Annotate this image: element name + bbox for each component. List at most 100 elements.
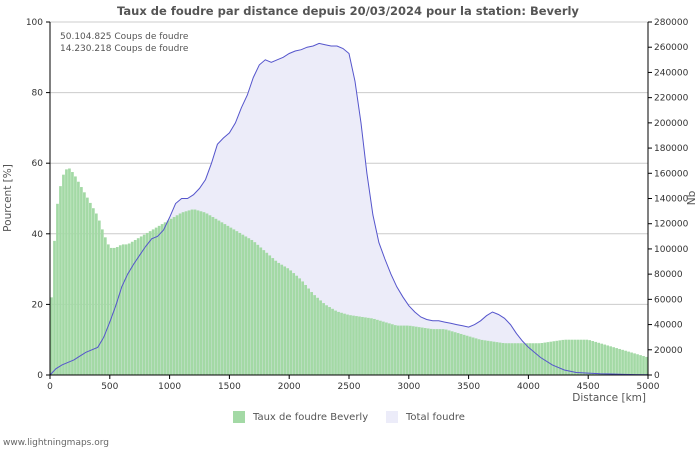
rate-bar	[83, 192, 86, 375]
rate-bar	[298, 278, 302, 375]
rate-bar	[432, 329, 436, 375]
rate-bar	[190, 209, 194, 375]
rate-bar	[74, 176, 77, 375]
rate-bar	[157, 225, 161, 375]
rate-bar	[633, 353, 636, 375]
y-left-tick-label: 80	[32, 89, 44, 99]
rate-bar	[612, 347, 615, 375]
rate-bar	[92, 208, 95, 375]
rate-bar	[361, 316, 364, 375]
rate-bar	[582, 339, 586, 375]
rate-bar	[250, 239, 254, 375]
rate-bar	[352, 315, 355, 375]
rate-bar	[594, 341, 598, 375]
rate-bar	[59, 186, 62, 375]
rate-bar	[127, 243, 131, 375]
rate-bar	[486, 340, 490, 375]
rate-bar	[358, 316, 361, 375]
rate-bar	[202, 212, 206, 375]
rate-bar	[187, 210, 191, 375]
rate-bar	[118, 245, 122, 375]
rate-bar	[310, 292, 313, 375]
rate-bar	[379, 320, 382, 375]
tick-labels: 0 500 1000 1500 2000 2500 3000 3500 4000 4500 5000…	[26, 18, 689, 392]
rate-bar	[313, 295, 316, 375]
rate-bar	[561, 339, 565, 375]
rate-bar	[247, 238, 251, 375]
axes	[46, 21, 652, 379]
rate-bar	[274, 260, 278, 375]
rate-bar	[399, 325, 403, 375]
rate-bar	[459, 333, 463, 375]
rate-bar	[142, 234, 146, 375]
rate-bar	[462, 334, 466, 375]
rate-bar	[510, 343, 514, 375]
rate-bar	[492, 341, 496, 375]
rate-bar	[337, 311, 340, 375]
rate-bar	[501, 343, 505, 375]
rate-bar	[62, 174, 65, 375]
rate-bar	[355, 316, 358, 375]
legend-label-rate: Taux de foudre Beverly	[253, 411, 369, 423]
rate-bar	[283, 266, 287, 375]
y-right-tick-label: 60000	[654, 295, 683, 305]
rate-bar	[307, 288, 310, 375]
rate-bar	[606, 345, 609, 375]
x-tick-label: 3500	[457, 382, 480, 392]
rate-bar	[465, 335, 469, 375]
y-right-tick-label: 200000	[654, 119, 689, 129]
rate-bar	[450, 331, 454, 375]
rate-bar	[286, 268, 290, 375]
legend-swatch-total	[386, 411, 398, 423]
y-right-tick-label: 220000	[654, 94, 689, 104]
rate-bar	[567, 339, 571, 375]
rate-bar	[232, 229, 236, 375]
rate-bar	[543, 342, 547, 375]
total-foudre-fill	[50, 43, 648, 376]
x-tick-label: 500	[101, 382, 118, 392]
rate-bar	[235, 231, 239, 375]
rate-bar	[145, 232, 149, 375]
total-foudre-area	[50, 43, 648, 376]
rate-bar	[474, 338, 478, 375]
rate-bar	[95, 213, 98, 375]
rate-bar	[636, 354, 639, 375]
rate-bar	[226, 225, 230, 375]
rate-bar	[121, 244, 125, 375]
total-foudre-curve	[49, 42, 649, 376]
rate-bar	[277, 262, 281, 375]
rate-bar	[97, 220, 101, 375]
y-right-tick-label: 280000	[654, 18, 689, 28]
rate-bar	[124, 244, 128, 375]
rate-bar	[519, 343, 523, 375]
rate-bar	[71, 172, 74, 375]
rate-bar	[423, 328, 427, 375]
rate-bar	[417, 327, 421, 375]
rate-bar	[253, 242, 257, 375]
rate-bar	[507, 343, 511, 375]
rate-bar	[199, 211, 203, 375]
rate-bar	[148, 231, 152, 375]
rate-bar	[208, 215, 212, 375]
rate-bar	[624, 350, 627, 375]
rate-bar	[304, 284, 307, 375]
rate-bar	[220, 222, 224, 375]
rate-bar	[178, 213, 182, 375]
rate-bar	[447, 330, 451, 375]
y-right-tick-label: 140000	[654, 195, 689, 205]
rate-bar	[193, 209, 197, 375]
rate-bars	[50, 168, 648, 375]
rate-bar	[346, 314, 349, 375]
rate-bar	[295, 275, 299, 375]
rate-bar	[268, 255, 272, 375]
annotation-count-1: 50.104.825 Coups de foudre	[60, 32, 189, 42]
rate-bar	[630, 352, 633, 375]
rate-bar	[292, 273, 296, 375]
y-right-tick-label: 80000	[654, 270, 683, 280]
rate-bar	[184, 211, 188, 375]
rate-bar	[130, 241, 134, 375]
rate-bar	[68, 168, 71, 375]
rate-bar	[325, 305, 328, 375]
rate-bar	[86, 197, 89, 375]
rate-bar	[244, 236, 248, 375]
